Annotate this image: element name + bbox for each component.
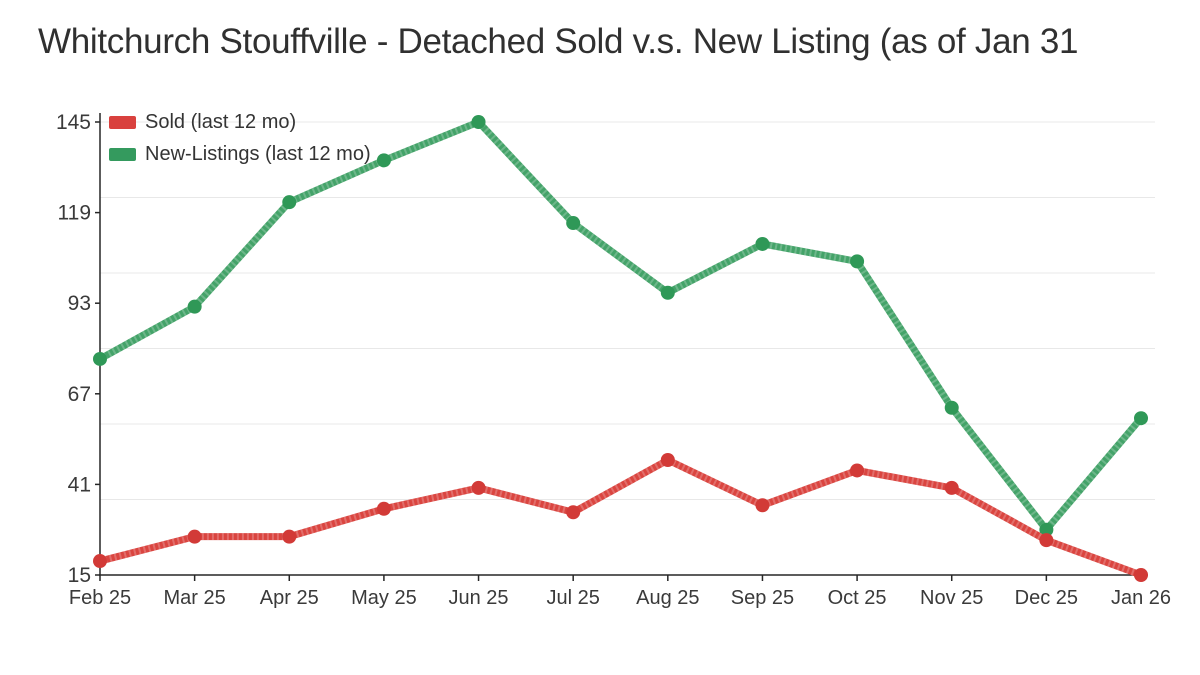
series-new-listings: [93, 115, 1148, 537]
series-new-listings-point: [660, 285, 675, 300]
series-sold-texture: [99, 456, 1143, 579]
series-new-listings-point: [187, 299, 202, 314]
series-new-listings-texture: [98, 117, 1144, 536]
series-sold-point: [282, 529, 297, 544]
series-new-listings-point: [944, 400, 959, 415]
x-tick-label: Nov 25: [920, 587, 983, 609]
x-axis-labels: Feb 25 Mar 25 Apr 25 May 25 Jun 25 Jul 25 Aug …: [69, 575, 1171, 609]
legend-label-new-listings: New-Listings (last 12 mo): [145, 142, 371, 165]
legend-swatch-new-listings-icon: [109, 147, 136, 161]
x-tick-label: Sep 25: [731, 587, 794, 609]
y-axis-labels: 15 41 67 93 119 145: [56, 111, 100, 587]
series-sold-point: [850, 463, 865, 478]
series-sold-point: [1134, 568, 1148, 582]
series-new-listings-point: [1134, 411, 1148, 426]
legend-label-sold: Sold (last 12 mo): [145, 110, 297, 133]
series-new-listings-point: [471, 115, 486, 129]
legend: Sold (last 12 mo) New-Listings (last 12 …: [109, 106, 371, 170]
series-sold-point: [660, 453, 675, 468]
x-tick-label: Dec 25: [1015, 587, 1078, 609]
x-tick-label: Jan 26: [1111, 587, 1171, 609]
series-sold: [93, 453, 1148, 582]
series-sold-point: [566, 505, 581, 520]
y-tick-label: 41: [68, 473, 91, 496]
x-tick-label: May 25: [351, 587, 417, 609]
legend-item-new-listings[interactable]: New-Listings (last 12 mo): [109, 138, 371, 170]
y-tick-label: 93: [68, 292, 91, 315]
legend-swatch-sold-icon: [109, 115, 136, 129]
y-tick-label: 119: [58, 202, 91, 225]
x-tick-label: Jul 25: [546, 587, 599, 609]
x-tick-label: Mar 25: [164, 587, 226, 609]
axes: [99, 113, 1148, 576]
x-tick-label: Aug 25: [636, 587, 699, 609]
series-sold-point: [376, 501, 391, 516]
series-new-listings-point: [1039, 522, 1054, 537]
gridlines: [100, 121, 1155, 500]
series-sold-point: [187, 529, 202, 544]
x-tick-label: Feb 25: [69, 587, 131, 609]
series-new-listings-point: [566, 216, 581, 231]
x-tick-label: Oct 25: [828, 587, 887, 609]
series-sold-point: [1039, 533, 1054, 548]
series-new-listings-point: [282, 195, 297, 210]
series-new-listings-point: [93, 351, 107, 366]
series-sold-point: [755, 498, 770, 513]
x-tick-label: Jun 25: [449, 587, 509, 609]
series-sold-line: [96, 456, 1145, 579]
legend-item-sold[interactable]: Sold (last 12 mo): [109, 106, 371, 138]
series-sold-point: [944, 480, 959, 495]
series-new-listings-point: [850, 254, 865, 269]
series-new-listings-line: [96, 118, 1145, 534]
x-tick-label: Apr 25: [260, 587, 319, 609]
series-sold-point: [93, 554, 107, 569]
series-sold-point: [471, 480, 486, 495]
y-tick-label: 145: [56, 111, 91, 134]
series-new-listings-point: [755, 236, 770, 251]
y-tick-label: 15: [68, 564, 91, 587]
chart-title: Whitchurch Stouffville - Detached Sold v…: [38, 22, 1079, 61]
series-new-listings-point: [376, 153, 391, 168]
y-tick-label: 67: [68, 383, 91, 406]
